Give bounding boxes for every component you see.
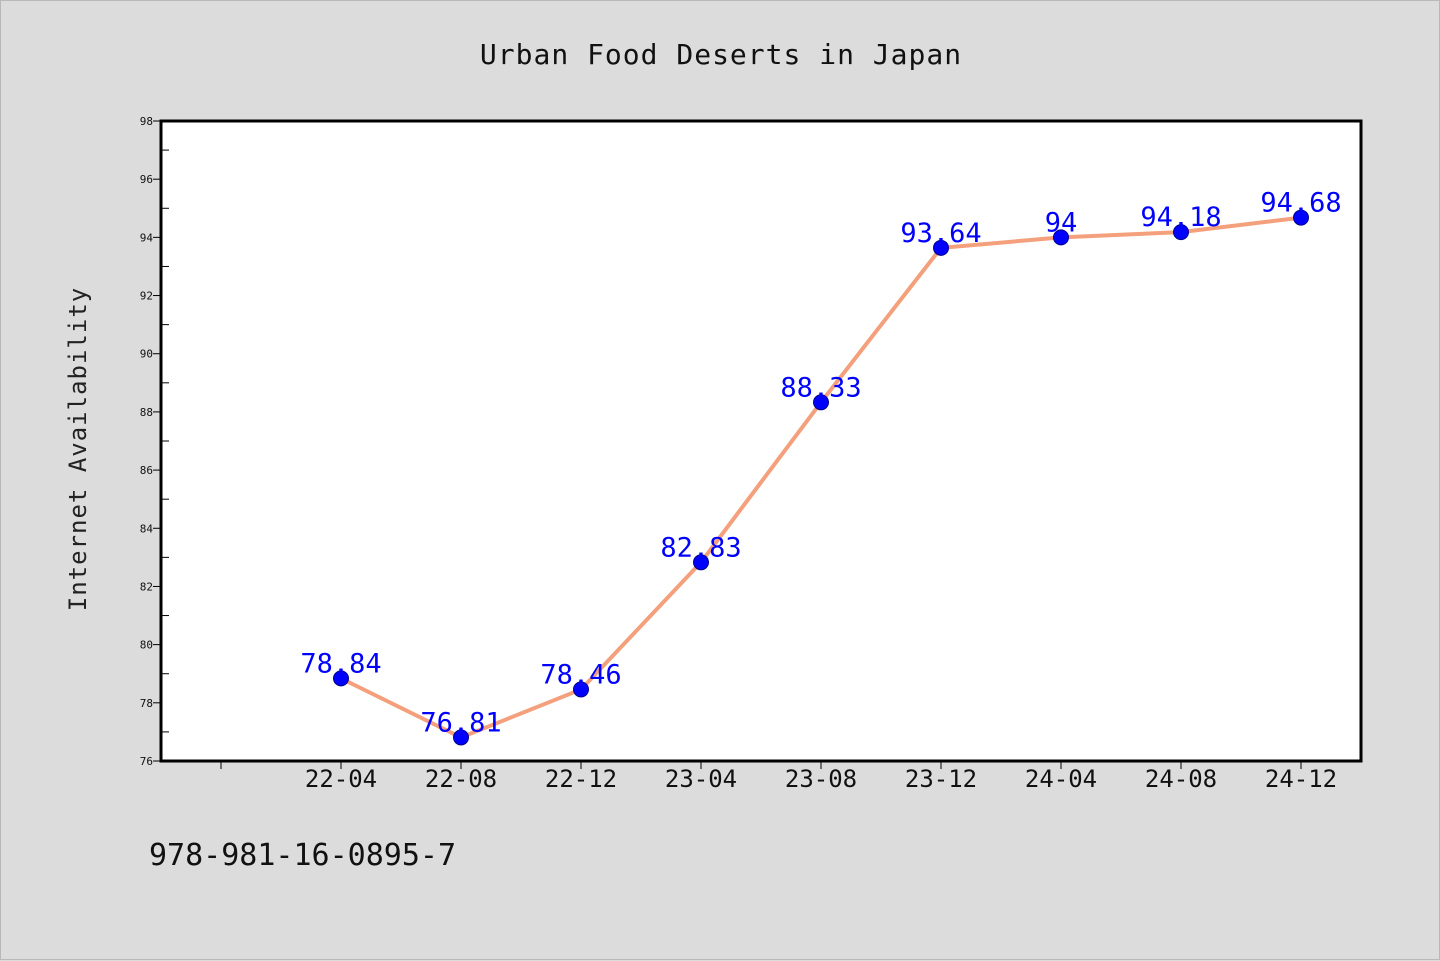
isbn-annotation: 978-981-16-0895-7 <box>149 838 456 873</box>
x-tick-label: 23-04 <box>665 765 737 793</box>
data-label: 94.68 <box>1260 188 1341 219</box>
plot-frame <box>159 119 1363 763</box>
plot-area <box>161 121 1361 761</box>
axis-ticks: 76 78 80 82 84 86 88 90 92 94 96 98 22-04 22-08 22-12 2… <box>140 115 1337 793</box>
data-label: 94.18 <box>1140 202 1221 233</box>
x-tick-label: 23-12 <box>905 765 977 793</box>
data-label: 88.33 <box>780 372 861 403</box>
y-tick-label: 82 <box>140 580 153 593</box>
y-tick-label: 88 <box>140 406 153 419</box>
data-label: 78.46 <box>540 659 621 690</box>
y-tick-label: 80 <box>140 639 153 652</box>
x-tick-label: 22-04 <box>305 765 377 793</box>
x-tick-label: 24-12 <box>1265 765 1337 793</box>
y-tick-label: 98 <box>140 115 153 128</box>
x-tick-label: 22-08 <box>425 765 497 793</box>
data-label: 93.64 <box>900 218 981 249</box>
y-tick-label: 76 <box>140 755 153 768</box>
chart-title: Urban Food Deserts in Japan <box>480 38 962 71</box>
data-point <box>933 239 949 256</box>
y-tick-label: 86 <box>140 464 153 477</box>
y-tick-label: 92 <box>140 290 153 303</box>
data-point <box>1053 229 1069 246</box>
data-label: 76.81 <box>420 707 501 738</box>
y-tick-label: 96 <box>140 173 153 186</box>
data-point <box>573 681 589 698</box>
data-point <box>1293 209 1309 226</box>
x-tick-label: 24-08 <box>1145 765 1217 793</box>
data-point <box>453 729 469 746</box>
y-tick-label: 90 <box>140 348 153 361</box>
x-tick-label: 23-08 <box>785 765 857 793</box>
y-tick-label: 94 <box>140 231 154 244</box>
y-tick-label: 84 <box>140 522 154 535</box>
data-point <box>693 554 709 571</box>
data-label: 82.83 <box>660 532 741 563</box>
data-point <box>333 670 349 687</box>
x-tick-label: 22-12 <box>545 765 617 793</box>
series-line-group: 78.84 76.81 78.46 82.83 88.33 93.64 94 94.18 94.… <box>300 188 1342 746</box>
data-point <box>813 394 829 411</box>
x-tick-label: 24-04 <box>1025 765 1097 793</box>
y-tick-label: 78 <box>140 697 153 710</box>
data-point <box>1173 224 1189 241</box>
y-axis-label: Internet Availability <box>64 287 92 611</box>
data-label: 94 <box>1045 207 1078 238</box>
data-label: 78.84 <box>300 648 381 679</box>
